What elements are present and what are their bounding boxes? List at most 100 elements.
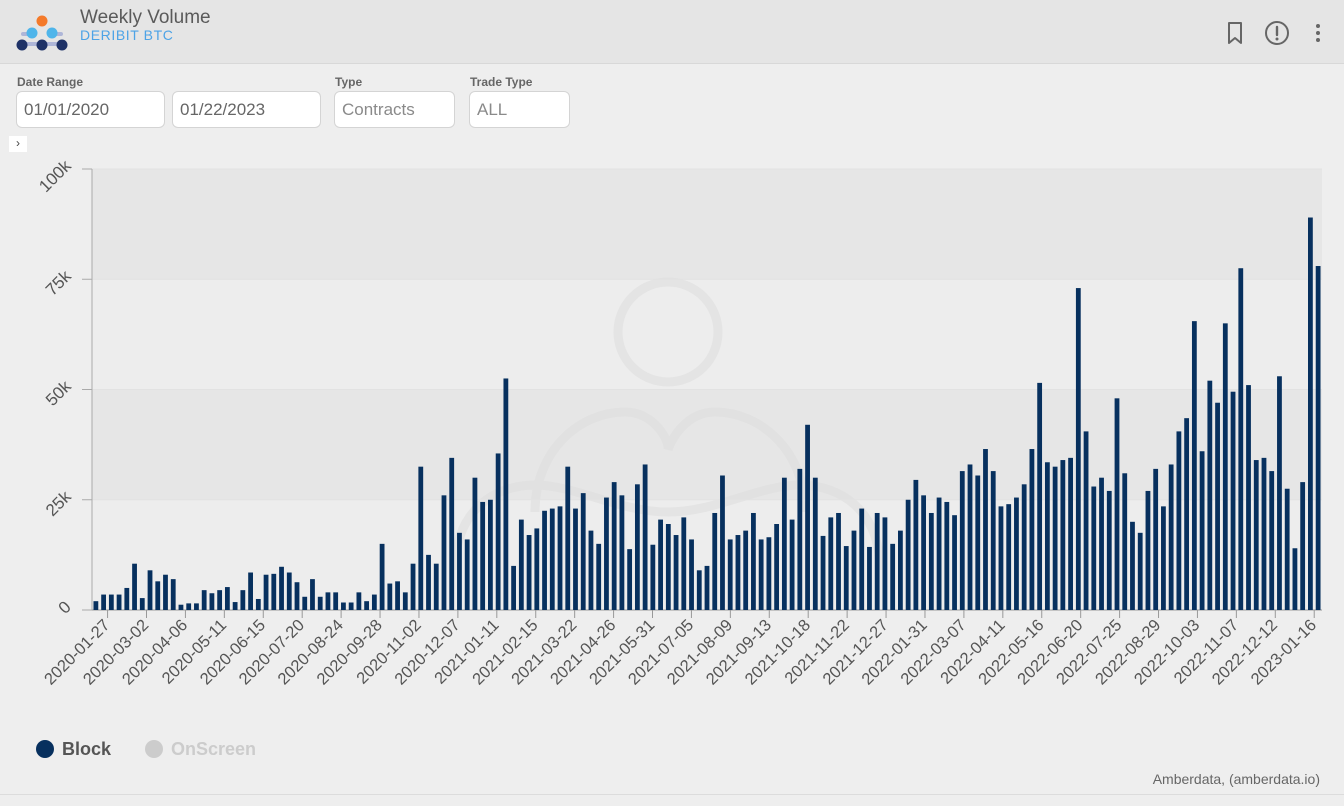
bar[interactable] [286, 572, 292, 610]
bar[interactable] [882, 517, 888, 610]
bar[interactable] [170, 579, 176, 610]
bar[interactable] [232, 602, 238, 610]
bar[interactable] [1075, 288, 1081, 610]
bar[interactable] [983, 449, 988, 610]
bar[interactable] [743, 530, 749, 610]
bar[interactable] [279, 566, 284, 610]
bar[interactable] [789, 519, 795, 610]
bar[interactable] [341, 602, 346, 611]
bar[interactable] [542, 510, 547, 610]
bar[interactable] [1106, 490, 1112, 610]
bar[interactable] [480, 501, 486, 610]
bar[interactable] [1168, 464, 1174, 610]
bar[interactable] [534, 528, 540, 610]
bar[interactable] [1253, 460, 1259, 610]
bar[interactable] [1052, 466, 1058, 610]
expand-chevron-icon[interactable]: › [9, 136, 27, 152]
bar[interactable] [186, 603, 192, 610]
bar[interactable] [302, 596, 308, 610]
bar[interactable] [139, 598, 145, 610]
bar[interactable] [851, 530, 857, 610]
start-date-input[interactable] [16, 91, 165, 128]
bar[interactable] [1130, 521, 1135, 610]
bar[interactable] [155, 581, 161, 610]
bar[interactable] [1292, 548, 1298, 610]
bar[interactable] [890, 543, 896, 610]
bar[interactable] [495, 453, 501, 610]
bar[interactable] [1199, 451, 1205, 610]
bar[interactable] [418, 466, 424, 610]
bar[interactable] [294, 582, 300, 610]
bar[interactable] [681, 517, 687, 610]
bar[interactable] [1191, 321, 1197, 610]
bar[interactable] [634, 484, 640, 610]
bar[interactable] [1308, 217, 1313, 610]
bar[interactable] [147, 570, 153, 610]
bar[interactable] [704, 565, 710, 610]
bar[interactable] [263, 574, 269, 610]
bar[interactable] [371, 594, 377, 610]
bar[interactable] [1261, 457, 1267, 610]
bar[interactable] [1099, 477, 1104, 610]
bar[interactable] [402, 592, 408, 610]
bar[interactable] [604, 497, 609, 610]
bar[interactable] [735, 535, 741, 610]
bar[interactable] [959, 471, 965, 610]
bar[interactable] [1122, 473, 1128, 610]
bar[interactable] [905, 499, 911, 610]
bar[interactable] [998, 506, 1004, 610]
bar[interactable] [132, 563, 137, 610]
bar[interactable] [1284, 488, 1290, 610]
bar[interactable] [1176, 431, 1182, 610]
bar[interactable] [325, 592, 331, 610]
bar[interactable] [1246, 385, 1251, 610]
bar[interactable] [201, 590, 207, 610]
bar[interactable] [224, 587, 230, 610]
bar[interactable] [255, 598, 261, 610]
bar[interactable] [573, 508, 578, 610]
info-icon[interactable] [1264, 20, 1290, 46]
bar[interactable] [1114, 398, 1120, 610]
bar[interactable] [472, 477, 478, 610]
bar[interactable] [1300, 482, 1306, 610]
end-date-input[interactable] [172, 91, 321, 128]
bar[interactable] [588, 530, 594, 610]
bar[interactable] [580, 493, 586, 610]
bar[interactable] [1145, 490, 1151, 610]
bar[interactable] [727, 539, 733, 610]
bar[interactable] [124, 587, 130, 610]
bar[interactable] [310, 579, 315, 610]
bar[interactable] [1137, 532, 1143, 610]
bar[interactable] [990, 471, 996, 610]
bar[interactable] [1269, 471, 1275, 610]
bar[interactable] [1184, 418, 1190, 610]
bar[interactable] [108, 594, 114, 610]
bar[interactable] [410, 563, 416, 610]
bar[interactable] [1315, 266, 1321, 610]
bar[interactable] [426, 554, 431, 611]
bar[interactable] [441, 495, 447, 610]
bar[interactable] [689, 539, 694, 610]
bar[interactable] [518, 519, 524, 610]
bar[interactable] [797, 468, 803, 610]
bar[interactable] [503, 378, 509, 610]
bar[interactable] [348, 602, 354, 611]
bar[interactable] [658, 519, 663, 610]
bar[interactable] [611, 482, 617, 610]
trade-type-select[interactable] [469, 91, 570, 128]
bar[interactable] [364, 601, 370, 610]
bar[interactable] [596, 543, 602, 610]
bar[interactable] [898, 530, 903, 610]
bar[interactable] [379, 543, 385, 610]
bar[interactable] [696, 570, 702, 610]
bar[interactable] [248, 572, 253, 610]
bar[interactable] [1277, 376, 1282, 610]
bar[interactable] [1215, 402, 1220, 610]
bar[interactable] [1006, 504, 1012, 610]
bar[interactable] [163, 574, 168, 610]
bar[interactable] [549, 508, 555, 610]
bar[interactable] [921, 495, 927, 610]
bar[interactable] [395, 581, 400, 610]
bar[interactable] [240, 590, 246, 610]
bookmark-icon[interactable] [1222, 20, 1248, 46]
